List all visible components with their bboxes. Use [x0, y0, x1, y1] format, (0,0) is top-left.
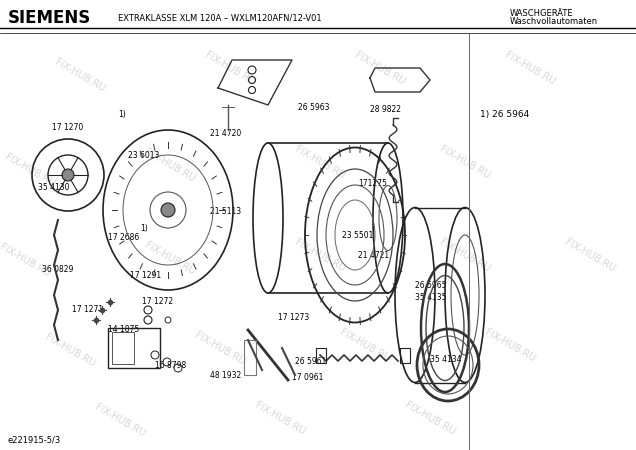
Text: 21 5113: 21 5113 [210, 207, 241, 216]
Text: WASCHGERÄTE: WASCHGERÄTE [510, 9, 574, 18]
Text: FIX-HUB.RU: FIX-HUB.RU [293, 144, 347, 180]
Text: FIX-HUB.RU: FIX-HUB.RU [483, 327, 537, 364]
Text: 17 1291: 17 1291 [130, 270, 161, 279]
Text: 23 5501: 23 5501 [342, 230, 373, 239]
Text: FIX-HUB.RU: FIX-HUB.RU [293, 237, 347, 274]
Text: 17 1270: 17 1270 [52, 123, 83, 132]
Text: 26 5961: 26 5961 [295, 357, 326, 366]
Text: FIX-HUB.RU: FIX-HUB.RU [438, 237, 492, 274]
Text: FIX-HUB.RU: FIX-HUB.RU [143, 147, 197, 184]
Text: FIX-HUB.RU: FIX-HUB.RU [93, 401, 147, 438]
Bar [400, 348, 410, 363]
Text: 14 1875: 14 1875 [108, 325, 139, 334]
Text: 1): 1) [140, 224, 148, 233]
Text: 21 4721: 21 4721 [358, 251, 389, 260]
Text: 16 8798: 16 8798 [155, 360, 186, 369]
Text: 36 0829: 36 0829 [42, 266, 73, 274]
Text: 17 2686: 17 2686 [108, 234, 139, 243]
Text: FIX-HUB.RU: FIX-HUB.RU [53, 57, 107, 94]
Text: FIX-HUB.RU: FIX-HUB.RU [43, 332, 97, 369]
Text: FIX-HUB.RU: FIX-HUB.RU [203, 50, 257, 86]
Text: 21 4720: 21 4720 [210, 129, 241, 138]
Text: FIX-HUB.RU: FIX-HUB.RU [143, 239, 197, 276]
Text: FIX-HUB.RU: FIX-HUB.RU [403, 400, 457, 436]
Text: EXTRAKLASSE XLM 120A – WXLM120AFN/12-V01: EXTRAKLASSE XLM 120A – WXLM120AFN/12-V01 [118, 14, 322, 22]
Text: 35 4130: 35 4130 [38, 184, 69, 193]
Text: FIX-HUB.RU: FIX-HUB.RU [0, 242, 52, 279]
Text: 17 1272: 17 1272 [142, 297, 173, 306]
Text: 17 0961: 17 0961 [292, 374, 323, 382]
Text: 17 1271: 17 1271 [72, 306, 103, 315]
Text: Waschvollautomaten: Waschvollautomaten [510, 18, 598, 27]
Text: 48 1932: 48 1932 [210, 370, 241, 379]
Bar [108, 328, 160, 368]
Text: SIEMENS: SIEMENS [8, 9, 91, 27]
Bar [316, 348, 326, 363]
Text: 35 4134: 35 4134 [430, 356, 462, 364]
Bar [112, 332, 134, 364]
Circle shape [62, 169, 74, 181]
Circle shape [161, 203, 175, 217]
Text: FIX-HUB.RU: FIX-HUB.RU [563, 237, 617, 274]
Text: 171275: 171275 [358, 179, 387, 188]
Text: 1): 1) [118, 111, 126, 120]
Text: 26 5965: 26 5965 [415, 280, 446, 289]
Text: FIX-HUB.RU: FIX-HUB.RU [353, 50, 407, 86]
Text: 26 5963: 26 5963 [298, 103, 329, 112]
Text: FIX-HUB.RU: FIX-HUB.RU [438, 144, 492, 180]
Text: FIX-HUB.RU: FIX-HUB.RU [338, 327, 392, 364]
Text: 28 9822: 28 9822 [370, 105, 401, 114]
Text: FIX-HUB.RU: FIX-HUB.RU [253, 400, 307, 436]
Text: 35 4135: 35 4135 [415, 293, 446, 302]
Text: FIX-HUB.RU: FIX-HUB.RU [503, 50, 557, 86]
Text: 1) 26 5964: 1) 26 5964 [480, 111, 529, 120]
Bar [244, 340, 256, 375]
Text: e221915-5/3: e221915-5/3 [8, 436, 61, 445]
Text: FIX-HUB.RU: FIX-HUB.RU [3, 152, 57, 189]
Text: FIX-HUB.RU: FIX-HUB.RU [193, 329, 247, 366]
Text: 23 6013: 23 6013 [128, 150, 160, 159]
Text: 17 1273: 17 1273 [278, 314, 309, 323]
